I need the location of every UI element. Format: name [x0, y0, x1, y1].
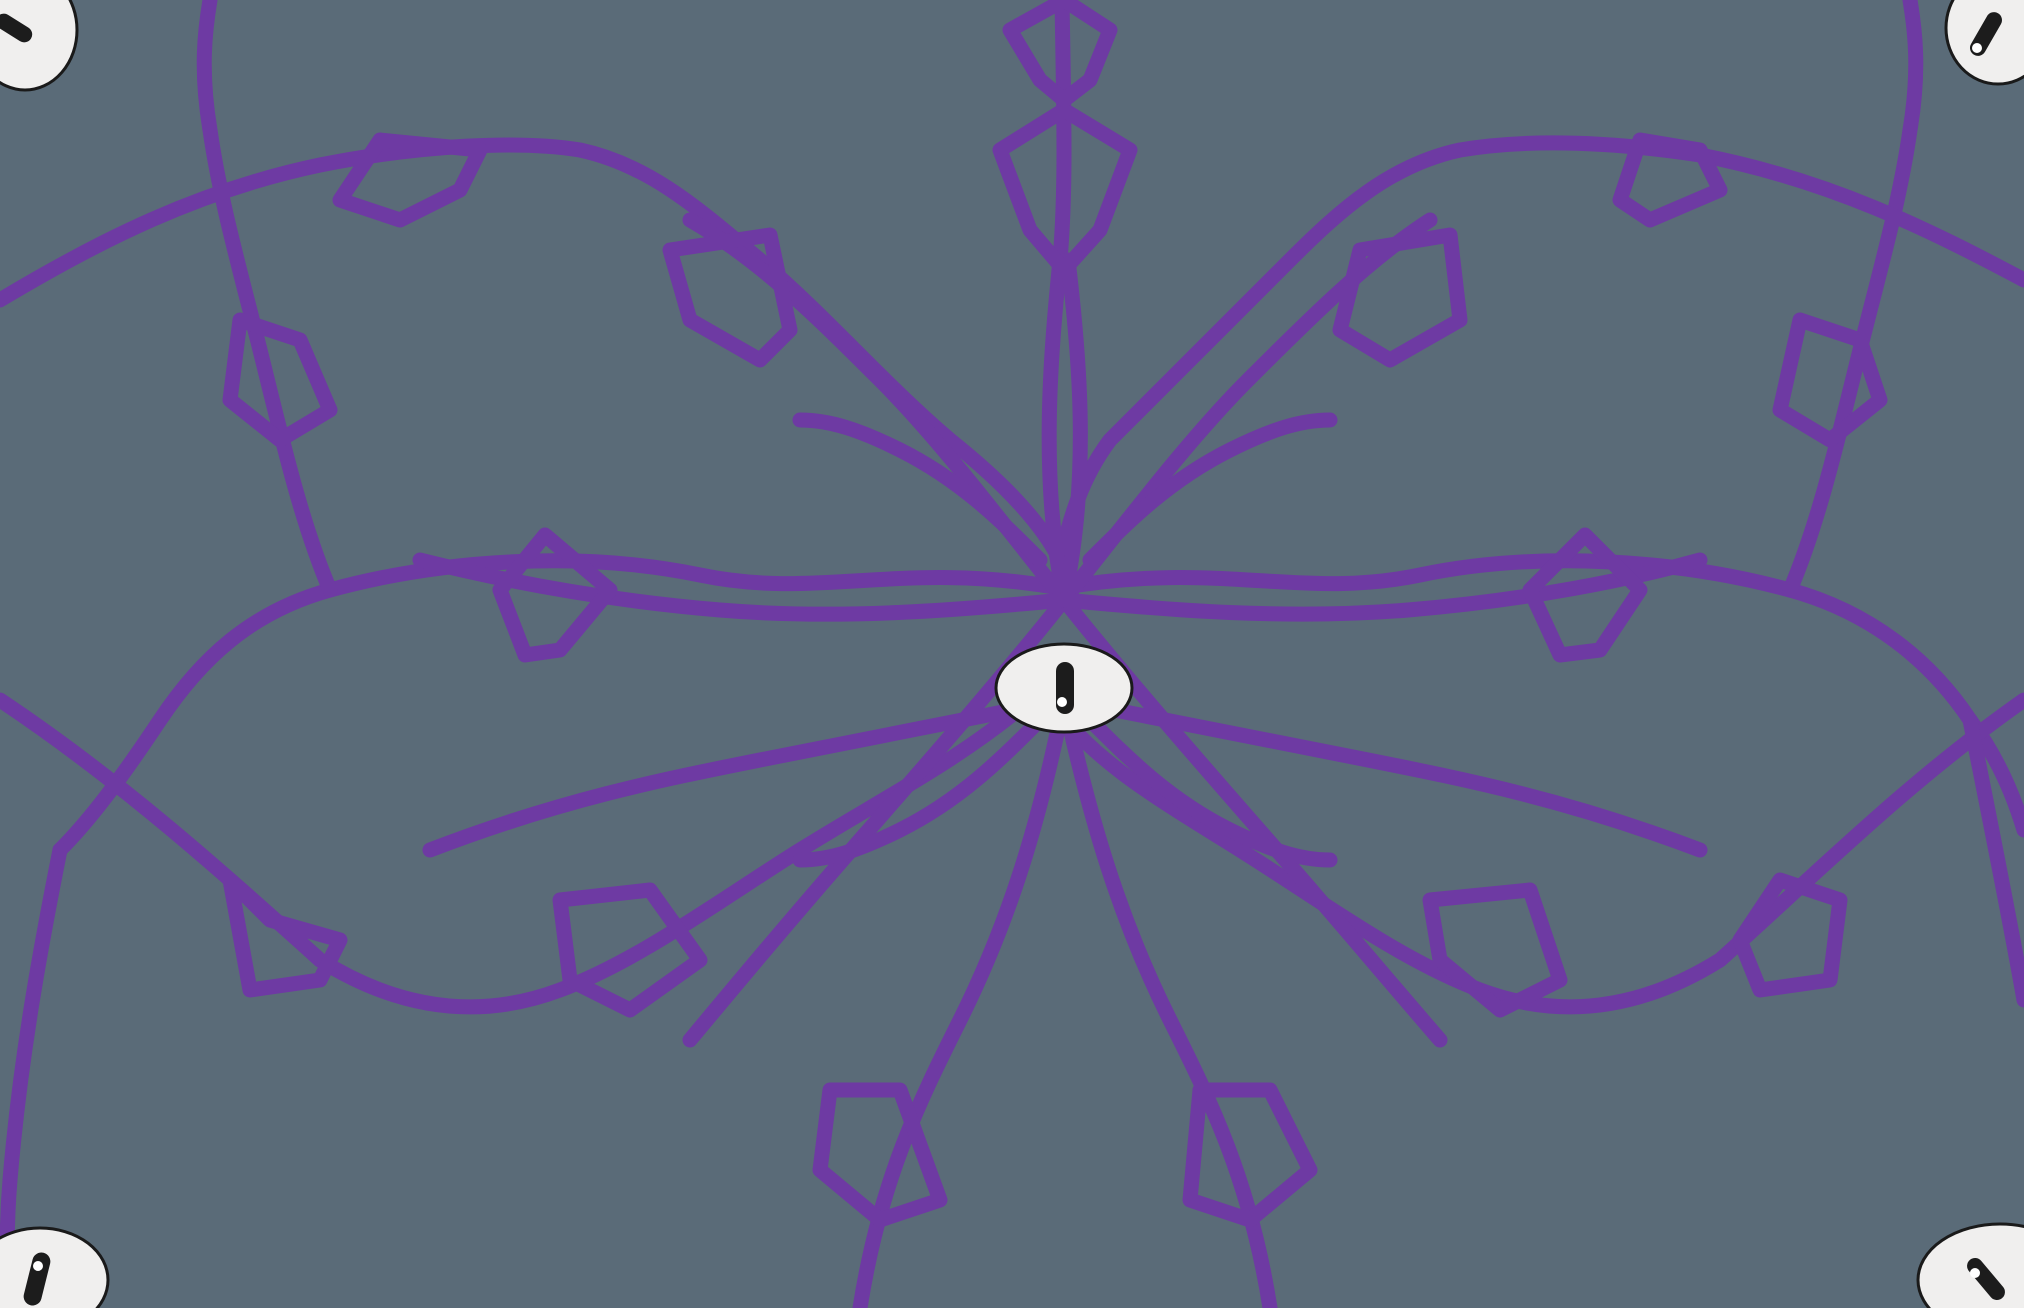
corner-eye-top-left	[0, 0, 79, 92]
eye-pupil	[1056, 662, 1074, 714]
eye-highlight	[1057, 697, 1067, 707]
corner-eye-bottom-left	[0, 1226, 110, 1308]
center-eye	[994, 642, 1134, 734]
corner-eye-bottom-right	[1916, 1222, 2024, 1308]
corner-eye-top-right	[1944, 0, 2024, 86]
